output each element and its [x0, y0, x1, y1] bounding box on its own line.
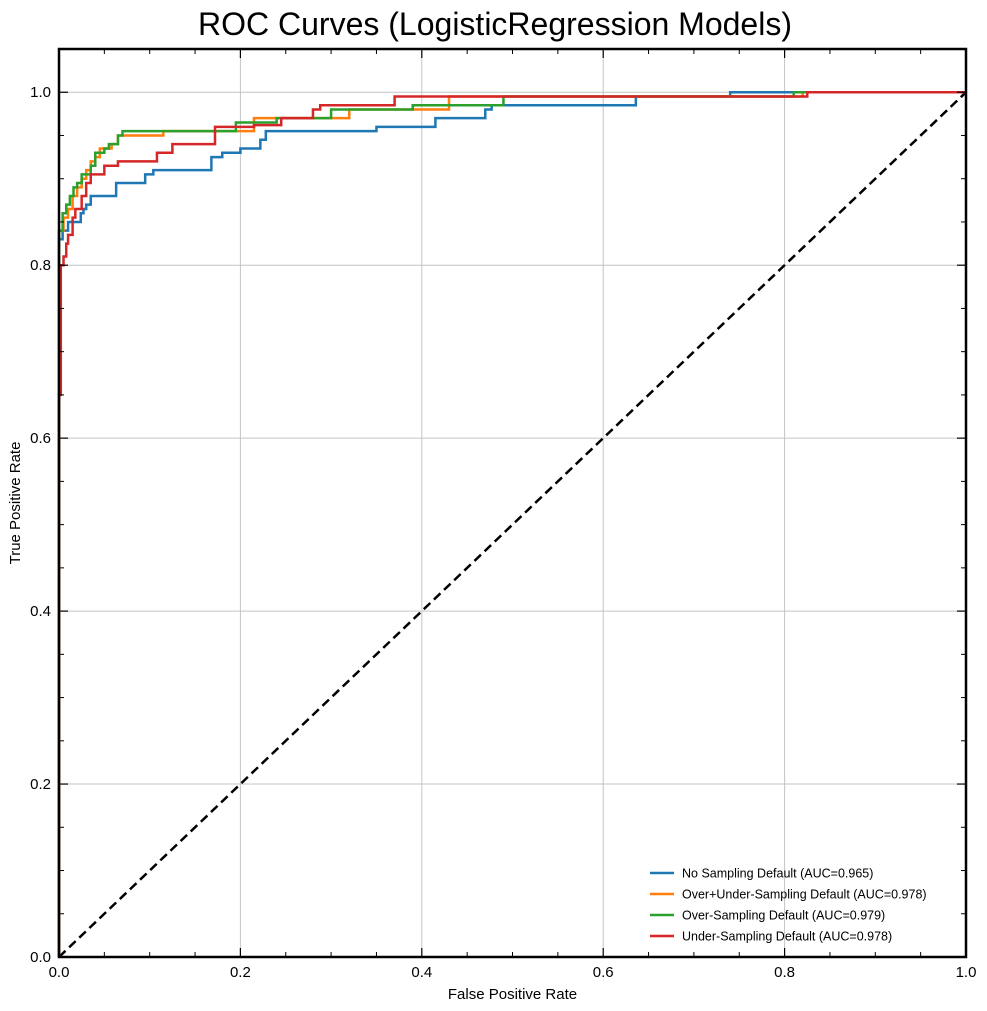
baseline-diagonal	[58, 91, 967, 958]
legend: No Sampling Default (AUC=0.965) Over+Unde…	[650, 867, 927, 944]
x-tick-label-0: 0.0	[49, 964, 70, 981]
x-tick-label-3: 0.6	[593, 964, 614, 981]
x-tick-label-4: 0.8	[774, 964, 795, 981]
legend-label-1: Over+Under-Sampling Default (AUC=0.978)	[682, 888, 927, 902]
tick-labels: 0.0 0.2 0.4 0.6 0.8 1.0 0.0 0.2 0.4 0.6 0.8 1.0	[30, 84, 976, 981]
y-axis-label: True Positive Rate	[7, 442, 24, 565]
y-tick-label-3: 0.6	[30, 430, 51, 447]
chart-title: ROC Curves (LogisticRegression Models)	[198, 6, 792, 42]
grid-lines	[58, 49, 967, 958]
y-tick-label-4: 0.8	[30, 257, 51, 274]
y-tick-label-5: 1.0	[30, 84, 51, 101]
x-tick-label-2: 0.4	[411, 964, 432, 981]
legend-label-2: Over-Sampling Default (AUC=0.979)	[682, 909, 885, 923]
y-tick-label-2: 0.4	[30, 603, 51, 620]
baseline-dashed-line	[58, 91, 967, 958]
series-line-3	[57, 90, 966, 957]
series-line-2	[57, 90, 966, 957]
x-tick-label-5: 1.0	[956, 964, 977, 981]
series-layer	[57, 90, 966, 957]
x-tick-label-1: 0.2	[230, 964, 251, 981]
legend-label-3: Under-Sampling Default (AUC=0.978)	[682, 930, 892, 944]
axis-ticks	[58, 48, 967, 958]
legend-label-0: No Sampling Default (AUC=0.965)	[682, 867, 873, 881]
series-line-0	[57, 90, 966, 957]
x-axis-label: False Positive Rate	[448, 986, 577, 1003]
y-tick-label-0: 0.0	[30, 949, 51, 966]
plot-frame	[57, 47, 968, 959]
y-tick-label-1: 0.2	[30, 776, 51, 793]
